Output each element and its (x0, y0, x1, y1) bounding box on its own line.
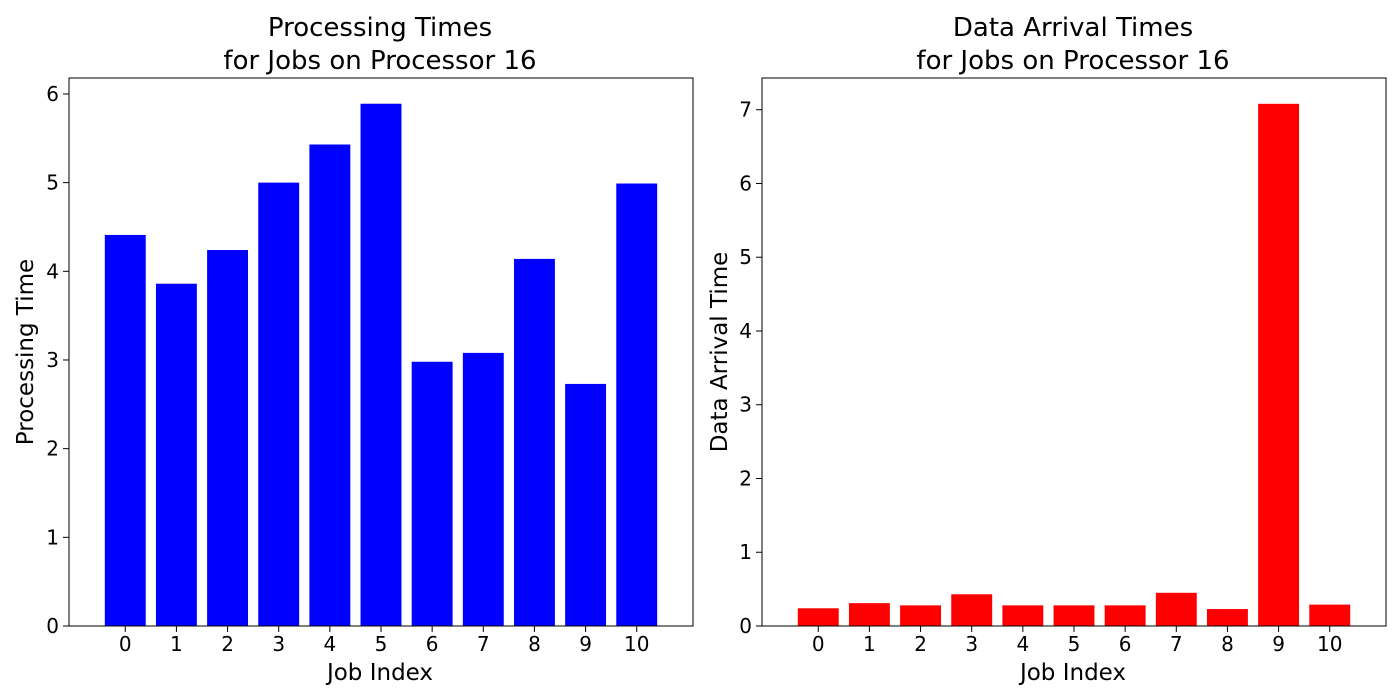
y-tick-label: 5 (739, 245, 752, 269)
plot-frame (68, 77, 694, 627)
x-tick-label: 2 (914, 632, 927, 656)
bar-10 (1309, 604, 1351, 626)
x-tick-label: 5 (1068, 632, 1081, 656)
bar-0 (104, 234, 146, 626)
bar-3 (258, 182, 300, 626)
data-arrival-times-chart: Data Arrival Times for Jobs on Processor… (707, 13, 1387, 686)
y-tick-label: 2 (46, 437, 59, 461)
x-axis-ticks: 0 1 2 3 4 5 6 7 8 9 10 (812, 626, 1342, 656)
x-tick-label: 7 (477, 632, 490, 656)
x-tick-label: 8 (1221, 632, 1234, 656)
x-axis-label: Job Index (1018, 660, 1126, 686)
y-tick-label: 3 (739, 393, 752, 417)
x-tick-label: 8 (528, 632, 541, 656)
y-tick-label: 3 (46, 348, 59, 372)
bar-9 (565, 383, 607, 626)
bar-6 (1104, 605, 1146, 626)
x-tick-label: 0 (119, 632, 132, 656)
y-axis-ticks: 0 1 2 3 4 5 6 (46, 82, 69, 638)
bar-5 (360, 103, 402, 627)
bar-8 (513, 258, 555, 626)
bar-1 (155, 283, 197, 626)
y-tick-label: 5 (46, 171, 59, 195)
bar-2 (207, 250, 249, 626)
bar-6 (411, 361, 453, 626)
processing-times-chart: Processing Times for Jobs on Processor 1… (13, 13, 694, 686)
bar-2 (900, 605, 942, 626)
x-tick-label: 2 (221, 632, 234, 656)
y-tick-label: 0 (46, 614, 59, 638)
y-tick-label: 1 (739, 540, 752, 564)
y-tick-label: 6 (46, 82, 59, 106)
bar-9 (1258, 103, 1300, 626)
x-axis-ticks: 0 1 2 3 4 5 6 7 8 9 10 (119, 626, 649, 656)
chart-title-line-2: for Jobs on Processor 16 (223, 46, 536, 76)
bar-8 (1206, 609, 1248, 626)
bar-series (797, 103, 1351, 626)
y-tick-label: 2 (739, 466, 752, 490)
bar-3 (951, 594, 993, 626)
x-tick-label: 9 (579, 632, 592, 656)
bar-7 (462, 352, 504, 626)
bar-5 (1053, 605, 1095, 626)
x-axis-label: Job Index (325, 660, 433, 686)
bar-0 (797, 608, 839, 626)
x-tick-label: 6 (426, 632, 439, 656)
y-tick-label: 0 (739, 614, 752, 638)
bar-1 (848, 603, 890, 626)
bar-7 (1155, 592, 1197, 626)
bar-10 (616, 183, 658, 626)
chart-title-line-2: for Jobs on Processor 16 (916, 46, 1229, 76)
bar-4 (309, 144, 351, 626)
x-tick-label: 5 (375, 632, 388, 656)
y-tick-label: 4 (46, 259, 59, 283)
chart-title-line-1: Processing Times (268, 13, 492, 43)
y-axis-ticks: 0 1 2 3 4 5 6 7 (739, 98, 762, 638)
bar-series (104, 103, 658, 627)
y-axis-label: Data Arrival Time (707, 252, 733, 453)
chart-title-line-1: Data Arrival Times (953, 13, 1193, 43)
x-tick-label: 4 (1016, 632, 1029, 656)
x-tick-label: 4 (323, 632, 336, 656)
y-tick-label: 7 (739, 98, 752, 122)
y-tick-label: 6 (739, 171, 752, 195)
x-tick-label: 6 (1119, 632, 1132, 656)
x-tick-label: 3 (272, 632, 285, 656)
x-tick-label: 3 (965, 632, 978, 656)
x-tick-label: 9 (1272, 632, 1285, 656)
y-tick-label: 4 (739, 319, 752, 343)
x-tick-label: 1 (863, 632, 876, 656)
x-tick-label: 10 (1317, 632, 1342, 656)
plot-frame (761, 77, 1387, 627)
x-tick-label: 0 (812, 632, 825, 656)
x-tick-label: 1 (170, 632, 183, 656)
x-tick-label: 7 (1170, 632, 1183, 656)
bar-4 (1002, 605, 1044, 626)
y-tick-label: 1 (46, 525, 59, 549)
x-tick-label: 10 (624, 632, 649, 656)
y-axis-label: Processing Time (13, 259, 39, 445)
